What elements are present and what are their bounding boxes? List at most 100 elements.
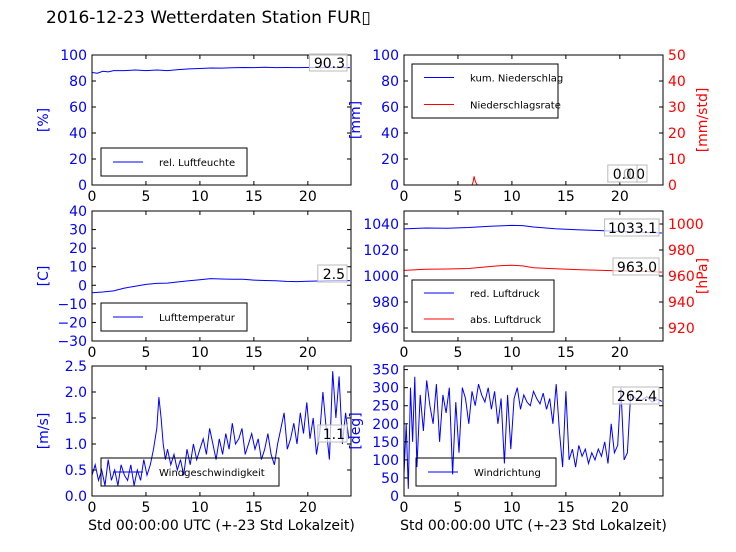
legend-humidity: rel. Luftfeuchte — [100, 147, 248, 177]
x-tick-label: 15 — [557, 189, 575, 205]
series-line-humidity-0 — [92, 66, 350, 74]
value-box-label: 0.0 — [613, 167, 635, 183]
panel-humidity: 0 5 10 15 20 0 20 40 60 80 100 [%] rel. Luftfeuchte 9… — [36, 48, 352, 205]
y-right-tick-label: 20 — [668, 126, 686, 142]
y-tick-label: 30 — [69, 223, 87, 239]
legend-label: abs. Luftdruck — [470, 315, 541, 326]
x-axis-label: Std 00:00:00 UTC (+-23 Std Lokalzeit) — [400, 518, 667, 534]
y-axis-label: [C] — [36, 266, 52, 287]
value-box — [612, 257, 660, 276]
legend-precipitation: kum. Niederschlag Niederschlagsrate — [411, 63, 563, 119]
y-tick-label: 100 — [372, 48, 399, 64]
y-tick-label: 0 — [78, 178, 87, 194]
x-tick-label: 10 — [503, 189, 521, 205]
y-right-tick-label: 980 — [668, 243, 695, 259]
y-tick-label: 20 — [381, 152, 399, 168]
y-tick-label: 20 — [69, 152, 87, 168]
value-box — [604, 218, 660, 237]
y-tick-label: 150 — [372, 435, 399, 451]
legend-winddirection: Windrichtung — [415, 457, 557, 487]
series-line-temperature-0 — [92, 278, 350, 294]
y-axis-label: [mm] — [348, 101, 364, 139]
y-tick-label: 80 — [69, 74, 87, 90]
value-box-label: 1.1 — [323, 427, 345, 443]
axes-frame-winddirection — [403, 365, 664, 497]
y-tick-label: 2.0 — [65, 385, 87, 401]
panel-temperature: 0 5 10 15 20 −30 −20 −10 0 10 20 30 40 [C] Lufttempera… — [36, 204, 352, 361]
y-tick-label: −30 — [57, 334, 87, 350]
y-tick-label: 40 — [69, 204, 87, 220]
legend-label: Windrichtung — [474, 468, 541, 479]
value-box — [308, 53, 348, 72]
value-box — [317, 424, 348, 443]
y-tick-label: 980 — [372, 295, 399, 311]
y-tick-label: 0.0 — [65, 489, 87, 505]
legend-label: Windgeschwindigkeit — [159, 468, 265, 479]
y-tick-label: 1.5 — [65, 411, 87, 427]
x-tick-label: 0 — [400, 500, 409, 516]
x-tick-label: 10 — [503, 500, 521, 516]
x-tick-label: 0 — [400, 189, 409, 205]
y-tick-label: 1000 — [363, 269, 399, 285]
y-right-axis-label: [mm/std] — [695, 88, 711, 153]
y-tick-label: 100 — [372, 453, 399, 469]
y-tick-label: 80 — [381, 74, 399, 90]
x-axis-label: Std 00:00:00 UTC (+-23 Std Lokalzeit) — [88, 518, 355, 534]
legend-frame — [100, 457, 280, 487]
y-right-tick-label: 920 — [668, 321, 695, 337]
y-tick-label: −10 — [57, 297, 87, 313]
x-tick-label: 20 — [611, 500, 629, 516]
x-tick-label: 20 — [611, 189, 629, 205]
y-tick-label: 0 — [78, 278, 87, 294]
legend-frame — [415, 457, 557, 487]
value-box-label: 963.0 — [617, 260, 657, 276]
legend-frame — [411, 279, 555, 333]
y-tick-label: 250 — [372, 399, 399, 415]
x-tick-label: 10 — [191, 500, 209, 516]
y-tick-label: 40 — [69, 126, 87, 142]
y-tick-label: 50 — [381, 471, 399, 487]
x-tick-label: 20 — [299, 500, 317, 516]
x-tick-label: 15 — [557, 500, 575, 516]
x-tick-label: 20 — [299, 345, 317, 361]
y-tick-label: 0 — [390, 489, 399, 505]
y-tick-label: 350 — [372, 363, 399, 379]
y-tick-label: 0 — [390, 178, 399, 194]
x-tick-label: 15 — [245, 189, 263, 205]
axes-frame-windspeed — [91, 365, 352, 497]
x-tick-label: 5 — [453, 345, 462, 361]
y-tick-label: 20 — [69, 241, 87, 257]
y-tick-label: 1040 — [363, 217, 399, 233]
value-box-label: 1033.1 — [608, 221, 657, 237]
value-box-label: 2.5 — [323, 267, 345, 283]
y-tick-label: −20 — [57, 315, 87, 331]
panel-pressure: 0 5 10 15 20 960 980 1000 1020 1040 920 940 960 980 10… — [363, 210, 711, 361]
x-tick-label: 0 — [88, 345, 97, 361]
y-right-tick-label: 30 — [668, 100, 686, 116]
y-tick-label: 40 — [381, 126, 399, 142]
y-tick-label: 960 — [372, 321, 399, 337]
x-tick-label: 10 — [191, 345, 209, 361]
chart-title: 2016-12-23 Wetterdaten Station FUR▯ — [46, 8, 371, 28]
x-tick-label: 5 — [141, 345, 150, 361]
x-tick-label: 0 — [400, 345, 409, 361]
x-tick-label: 10 — [191, 189, 209, 205]
axes-frame-temperature — [91, 210, 352, 342]
legend-label: rel. Luftfeuchte — [159, 158, 235, 169]
x-tick-label: 5 — [141, 189, 150, 205]
axes-frame-humidity — [91, 54, 352, 186]
x-tick-label: 15 — [557, 345, 575, 361]
y-tick-label: 1.0 — [65, 437, 87, 453]
x-tick-label: 5 — [453, 500, 462, 516]
legend-label: Lufttemperatur — [159, 313, 236, 324]
y-axis-label: [m/s] — [36, 413, 52, 450]
panel-precipitation: 0 5 10 15 20 0 20 40 60 80 100 0 10 20 30 40 50 [mm] [mm/s… — [348, 48, 711, 205]
x-tick-label: 20 — [299, 189, 317, 205]
y-tick-label: 0.5 — [65, 463, 87, 479]
y-right-tick-label: 0 — [668, 178, 677, 194]
value-box — [612, 386, 660, 405]
legend-frame — [100, 302, 248, 332]
value-box — [317, 264, 348, 283]
